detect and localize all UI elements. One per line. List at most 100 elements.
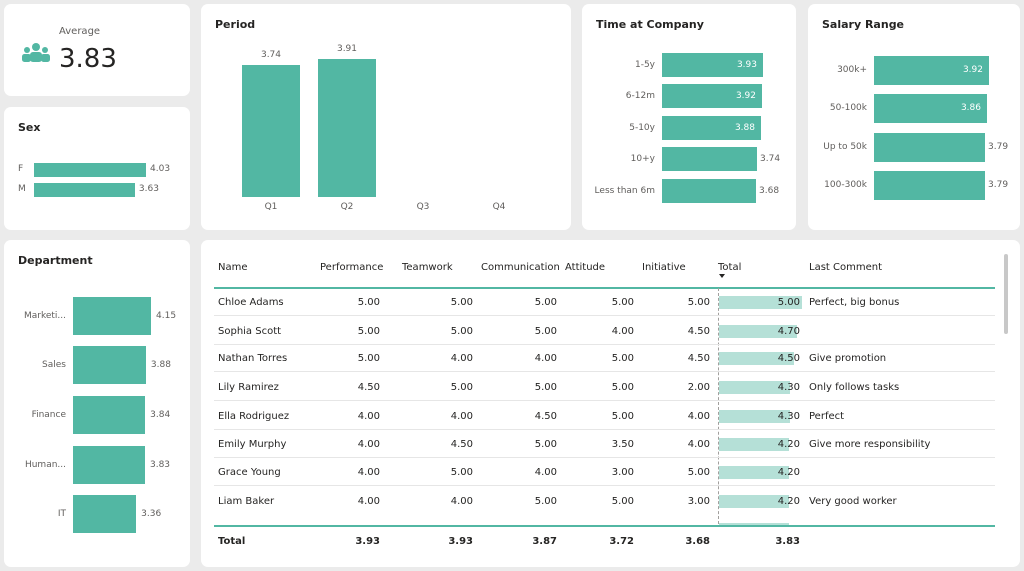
row-divider <box>214 457 995 458</box>
time-chart-card[interactable]: Time at Company 1-5y 3.93 6-12m 3.92 5-10y 3.… <box>582 4 796 230</box>
header-divider <box>214 287 995 289</box>
total-value: 3.93 <box>355 536 380 547</box>
department-bar-value: 3.83 <box>149 460 171 470</box>
column-header-last-comment[interactable]: Last Comment <box>809 262 883 273</box>
total-data-bar <box>719 438 789 451</box>
cell-score: 5.00 <box>611 382 634 393</box>
cell-score: 5.00 <box>357 297 380 308</box>
table-scrollbar[interactable] <box>1004 254 1008 334</box>
cell-score: 4.00 <box>357 467 380 478</box>
cell-score: 4.00 <box>450 496 473 507</box>
total-value: 3.68 <box>685 536 710 547</box>
kpi-label: Average <box>59 26 101 37</box>
period-axis-label: Q2 <box>340 202 354 212</box>
period-axis-label: Q4 <box>492 202 506 212</box>
period-axis-label: Q3 <box>416 202 430 212</box>
period-bar[interactable] <box>242 65 300 197</box>
salary-bar-value: 3.92 <box>962 65 983 75</box>
total-data-bar <box>719 466 789 479</box>
cell-score: 4.50 <box>687 326 710 337</box>
department-bar[interactable] <box>73 396 146 434</box>
time-bar[interactable] <box>662 84 762 108</box>
cell-total: 4.50 <box>777 353 800 364</box>
cell-score: 4.50 <box>450 439 473 450</box>
total-data-bar <box>719 325 798 338</box>
sort-descending-icon[interactable] <box>719 274 725 278</box>
salary-bar[interactable] <box>874 133 985 162</box>
time-bar-label: Less than 6m <box>594 186 655 196</box>
time-bar-label: 1-5y <box>634 60 655 70</box>
employee-table-card[interactable]: Name Performance Teamwork Communication Atti… <box>201 240 1020 567</box>
department-bar-value: 3.84 <box>150 410 171 420</box>
time-bar-label: 10+y <box>630 154 655 164</box>
time-bar[interactable] <box>662 147 757 171</box>
total-data-bar-partial <box>719 523 789 526</box>
cell-score: 5.00 <box>534 297 557 308</box>
cell-score: 3.50 <box>611 439 634 450</box>
salary-bar[interactable] <box>874 94 987 123</box>
row-divider <box>214 344 995 345</box>
salary-bar-label: Up to 50k <box>823 142 867 152</box>
column-header-teamwork[interactable]: Teamwork <box>402 262 453 273</box>
cell-score: 4.00 <box>687 439 710 450</box>
time-bar-value: 3.92 <box>735 91 756 101</box>
time-bar-label: 6-12m <box>625 91 655 101</box>
total-data-bar <box>719 352 794 365</box>
column-header-communication[interactable]: Communication <box>481 262 560 273</box>
cell-score: 5.00 <box>450 382 473 393</box>
period-axis-label: Q1 <box>264 202 278 212</box>
sex-chart-card[interactable]: Sex F 4.03 M 3.63 <box>4 107 190 230</box>
department-bar-label: Human... <box>24 460 66 470</box>
department-bar[interactable] <box>73 446 145 484</box>
time-bar-value: 3.88 <box>734 123 755 133</box>
period-chart-title: Period <box>215 18 256 31</box>
cell-score: 5.00 <box>611 496 634 507</box>
cell-name: Lily Ramirez <box>218 382 279 393</box>
column-header-initiative[interactable]: Initiative <box>642 262 686 273</box>
cell-name: Chloe Adams <box>218 297 284 308</box>
period-bar[interactable] <box>318 59 376 197</box>
total-divider <box>214 525 995 527</box>
sex-bar-label: M <box>18 184 26 194</box>
cell-score: 5.00 <box>534 382 557 393</box>
department-chart-card[interactable]: Department Marketi... 4.15 Sales 3.88 Financ… <box>4 240 190 567</box>
salary-bar-label: 50-100k <box>829 103 867 113</box>
cell-score: 4.50 <box>534 411 557 422</box>
cell-score: 3.00 <box>687 496 710 507</box>
salary-chart-card[interactable]: Salary Range 300k+ 3.92 50-100k 3.86 Up to 5… <box>808 4 1020 230</box>
total-value: 3.93 <box>448 536 473 547</box>
cell-total: 5.00 <box>777 297 800 308</box>
salary-bar[interactable] <box>874 56 989 85</box>
cell-last-comment: Give more responsibility <box>809 439 931 450</box>
department-bar[interactable] <box>73 346 146 384</box>
salary-bar-label: 300k+ <box>837 65 867 75</box>
column-header-total[interactable]: Total <box>718 262 742 273</box>
cell-score: 5.00 <box>534 326 557 337</box>
department-bar[interactable] <box>73 495 137 533</box>
time-bar[interactable] <box>662 179 756 203</box>
cell-last-comment: Only follows tasks <box>809 382 900 393</box>
time-bar[interactable] <box>662 116 761 140</box>
cell-score: 5.00 <box>450 326 473 337</box>
salary-bar[interactable] <box>874 171 985 200</box>
column-header-performance[interactable]: Performance <box>320 262 384 273</box>
cell-name: Grace Young <box>218 467 281 478</box>
cell-name: Liam Baker <box>218 496 275 507</box>
sex-bar-value: 4.03 <box>150 164 171 174</box>
cell-score: 4.00 <box>450 353 473 364</box>
salary-bar-label: 100-300k <box>824 180 867 190</box>
sex-bar[interactable] <box>34 183 135 197</box>
cell-total: 4.20 <box>777 496 800 507</box>
column-header-attitude[interactable]: Attitude <box>565 262 606 273</box>
department-bar[interactable] <box>73 297 151 335</box>
time-bar[interactable] <box>662 53 763 77</box>
salary-bar-value: 3.86 <box>960 103 981 113</box>
cell-last-comment: Perfect <box>809 411 845 422</box>
cell-score: 5.00 <box>611 353 634 364</box>
total-value: 3.72 <box>609 536 634 547</box>
period-chart-card[interactable]: Period 3.74 Q1 3.91 Q2 Q3 Q4 <box>201 4 571 230</box>
column-header-name[interactable]: Name <box>218 262 248 273</box>
row-divider <box>214 400 995 401</box>
sex-bar[interactable] <box>34 163 146 177</box>
kpi-value: 3.83 <box>59 44 117 74</box>
